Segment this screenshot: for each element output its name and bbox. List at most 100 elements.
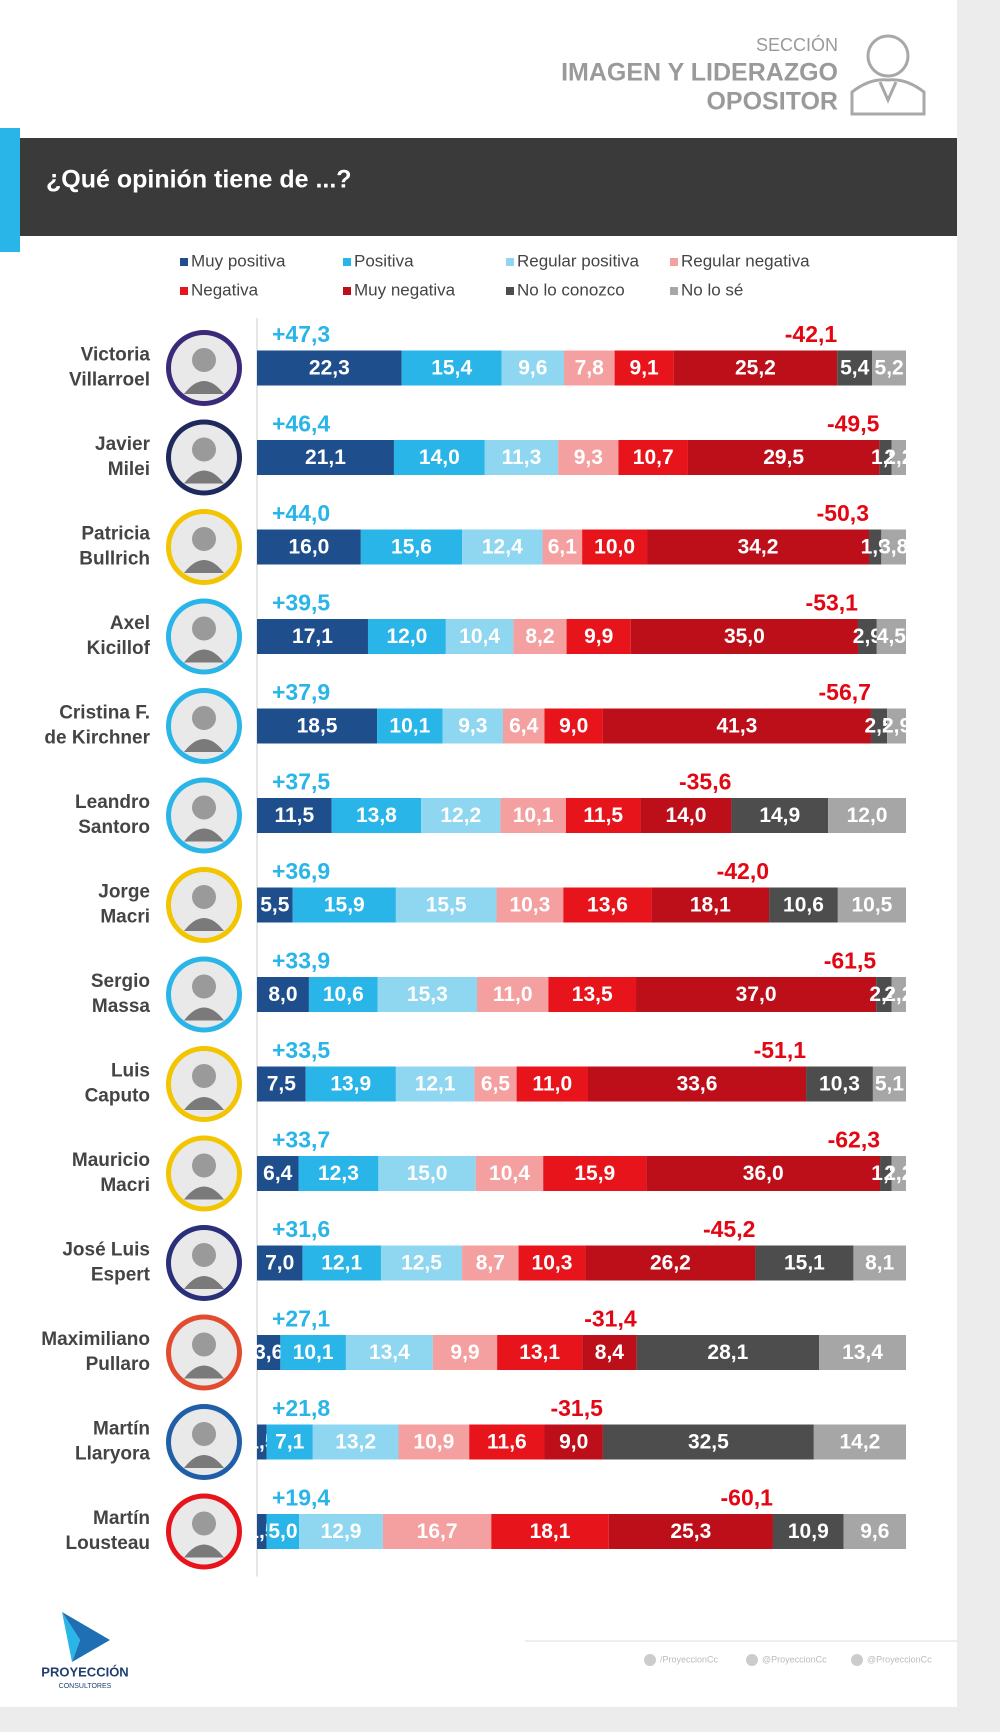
bar-value-label: 6,1 [548,536,578,559]
bar-value-label: 8,1 [865,1252,895,1275]
bar-segment [513,619,567,654]
bar-value-label: 15,6 [391,536,432,559]
bar-value-label: 11,5 [583,804,623,827]
bar-segment [566,619,631,654]
social-handle: /ProyeccionCc [660,1654,719,1664]
avatar-body [184,1186,224,1200]
bar-segment [891,440,906,475]
bar-segment [442,708,503,744]
bar-value-label: 9,9 [584,625,613,648]
bar-value-label: 34,2 [738,536,779,559]
category-label: Martín Llaryora [75,1419,150,1465]
bar-segment [687,440,880,475]
bar-segment [445,619,514,654]
bar-segment [518,1245,586,1281]
bar-value-label: 9,6 [860,1520,889,1543]
bar-segment [469,1424,545,1460]
bar-value-label: 3,6 [254,1341,283,1364]
bar-segment [257,440,394,475]
bar-segment [614,350,674,386]
avatar-head [192,795,216,820]
bar-value-label: 10,0 [594,536,635,559]
avatar-body [184,1007,224,1021]
bar-segment [257,529,361,565]
avatar-head [192,1064,216,1088]
bar-value-label: 29,5 [763,446,804,469]
bar-value-label: 8,2 [525,625,554,648]
bar-value-label: 7,0 [265,1252,294,1275]
bar-segment [484,440,559,475]
bar-value-label: 14,0 [666,804,707,827]
bar-value-label: 10,1 [293,1341,334,1364]
bar-segment [876,977,892,1012]
bar-value-label: 13,6 [587,894,628,917]
bar-value-label: 11,0 [532,1073,572,1096]
avatar-body [184,1365,224,1379]
bar-value-label: 7,1 [275,1431,305,1454]
bar-segment [393,440,485,475]
bar-segment [647,529,870,565]
negative-total: -42,0 [717,858,769,884]
bar-segment [500,798,566,833]
bar-value-label: 32,5 [688,1431,729,1454]
legend-swatch [670,287,678,295]
bar-value-label: 25,2 [735,357,776,380]
bar-segment [302,1245,381,1281]
bar-value-label: 11,3 [502,446,542,469]
bar-segment [462,1245,519,1281]
bar-segment [308,977,378,1012]
bar-value-label: 8,0 [268,983,297,1006]
bar-segment [257,1514,267,1549]
bar-segment [543,1156,647,1191]
bar-segment [819,1335,906,1370]
bar-segment [646,1156,881,1191]
bar-value-label: 2,2 [884,446,913,469]
bar-segment [608,1514,773,1549]
bar-segment [257,350,402,386]
bar-segment [881,529,906,565]
negative-total: -31,5 [550,1395,603,1421]
legend-swatch [506,258,514,266]
chart-title: ¿Qué opinión tiene de ...? [46,166,352,194]
bar-segment [502,708,545,744]
bar-value-label: 22,3 [309,357,350,380]
bar-value-label: 10,6 [783,894,824,917]
avatar-body [184,649,224,663]
bar-value-label: 15,5 [426,894,467,917]
bar-value-label: 12,9 [321,1520,362,1543]
negative-total: -53,1 [806,590,859,616]
bar-value-label: 10,4 [459,625,500,648]
legend-swatch [343,287,351,295]
avatar-head [192,974,216,999]
logo-mark [62,1612,80,1662]
bar-value-label: 10,9 [413,1431,454,1454]
brand-sub: CONSULTORES [59,1683,112,1690]
bar-value-label: 14,2 [839,1431,880,1454]
bar-value-label: 33,6 [677,1073,718,1096]
bar-segment [673,350,838,386]
bar-segment [880,1156,892,1191]
title-accent [0,128,20,252]
bar-segment [395,887,497,923]
bar-value-label: 4,5 [877,625,907,648]
bar-value-label: 11,0 [493,983,533,1006]
avatar-body [184,560,224,573]
social-icon [851,1654,863,1666]
social-handle: @ProyeccionCc [762,1654,827,1664]
avatar-body [184,918,224,931]
bar-value-label: 13,5 [572,983,613,1006]
bar-value-label: 9,6 [518,357,547,380]
bar-value-label: 9,3 [574,446,603,469]
bar-value-label: 13,2 [335,1431,376,1454]
avatar-head [192,706,216,730]
bar-segment [331,798,422,833]
bar-value-label: 2,9 [853,625,882,648]
bar-value-label: 12,1 [415,1073,456,1096]
positive-total: +27,1 [272,1306,330,1332]
side-margin [957,0,1000,1732]
legend-swatch [180,258,188,266]
bar-segment [542,529,583,565]
logo-mark [62,1612,110,1662]
bar-value-label: 12,5 [401,1252,442,1275]
